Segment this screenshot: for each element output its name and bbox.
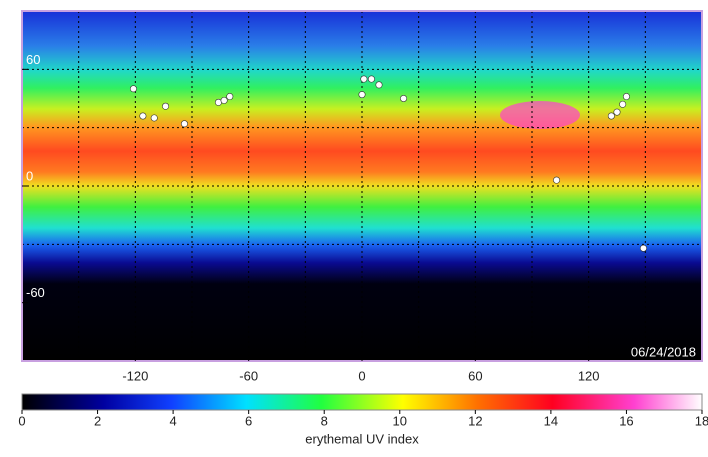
x-tick-label: 0: [358, 368, 365, 383]
y-tick-label: 60: [26, 52, 40, 67]
site-marker: [400, 95, 408, 103]
site-marker: [162, 102, 170, 110]
x-tick-label: -60: [239, 368, 258, 383]
x-tick-label: -120: [122, 368, 148, 383]
site-marker: [367, 75, 375, 83]
colorbar-tick-label: 8: [321, 413, 328, 428]
site-marker: [358, 91, 366, 99]
x-tick-label: 120: [578, 368, 600, 383]
colorbar: [21, 393, 703, 411]
colorbar-tick-label: 2: [94, 413, 101, 428]
site-marker: [220, 96, 228, 104]
colorbar-label: erythemal UV index: [305, 431, 419, 446]
site-marker: [613, 108, 621, 116]
colorbar-tick-label: 0: [18, 413, 25, 428]
site-marker: [150, 114, 158, 122]
colorbar-tick-label: 4: [169, 413, 176, 428]
site-marker: [129, 85, 137, 93]
site-marker: [622, 93, 630, 101]
colorbar-tick-label: 12: [468, 413, 482, 428]
colorbar-tick-label: 18: [695, 413, 708, 428]
colorbar-tick-label: 14: [544, 413, 558, 428]
uv-hotspot: [500, 101, 580, 129]
site-marker: [375, 81, 383, 89]
site-marker: [639, 244, 647, 252]
site-marker: [226, 93, 234, 101]
site-marker: [619, 100, 627, 108]
y-tick-label: 0: [26, 168, 33, 183]
colorbar-tick-label: 6: [245, 413, 252, 428]
site-marker: [180, 120, 188, 128]
date-label: 06/24/2018: [631, 344, 696, 359]
site-marker: [139, 112, 147, 120]
site-marker: [360, 75, 368, 83]
x-tick-label: 60: [468, 368, 482, 383]
site-marker: [553, 176, 561, 184]
colorbar-tick-label: 16: [619, 413, 633, 428]
colorbar-tick-label: 10: [393, 413, 407, 428]
site-marker: [607, 112, 615, 120]
y-tick-label: -60: [26, 285, 45, 300]
